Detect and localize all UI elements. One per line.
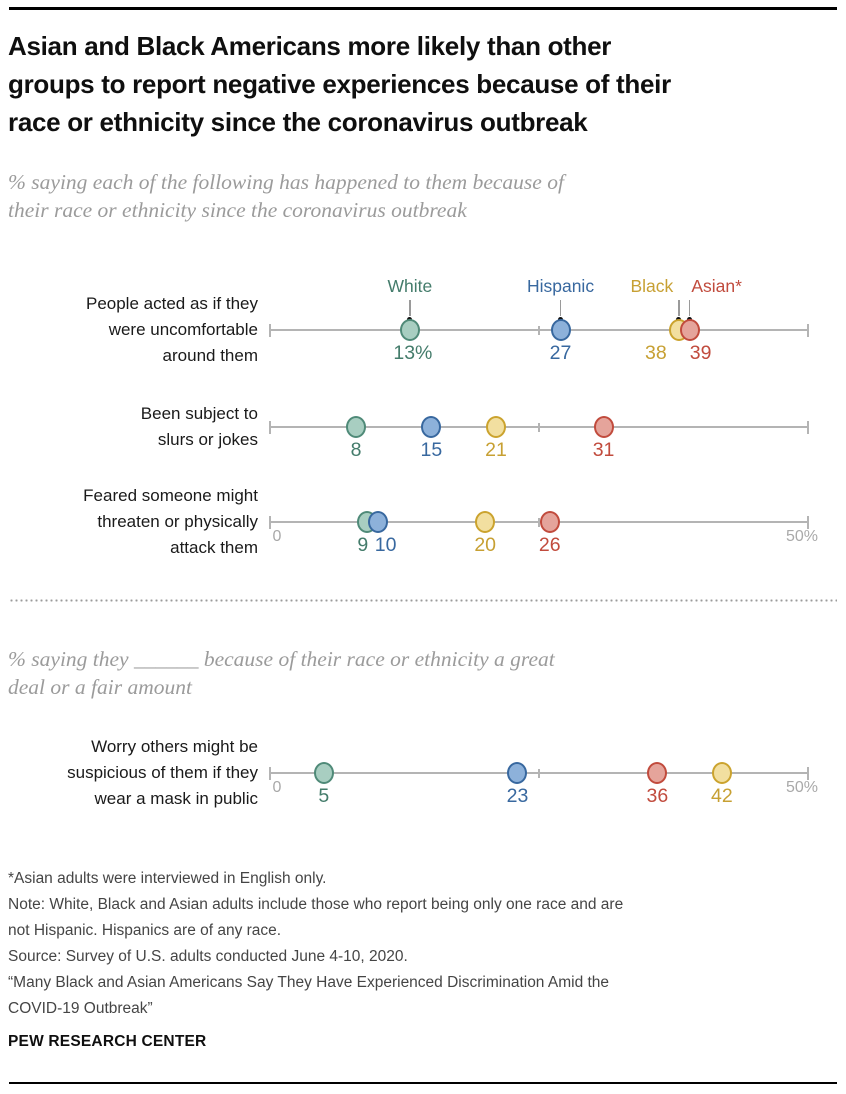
legend-leader-line [559,300,562,316]
axis-end-tick-right [807,323,809,337]
axis-end-tick-right [807,515,809,529]
row-label-line: Worry others might be [91,737,258,756]
axis-end-tick-left [269,766,271,780]
dot-white [313,762,334,784]
dot-black [475,511,496,533]
value-label-hispanic: 10 [374,534,397,556]
legend-leader-line [409,300,411,316]
legend-label-hispanic: Hispanic [526,276,595,296]
row-label: People acted as if they were uncomfortabl… [8,291,258,369]
dot-hispanic [421,416,442,438]
value-label-black: 21 [485,439,507,461]
axis-mid-tick [538,517,540,527]
axis-end-tick-left [269,323,271,337]
source-line: Source: Survey of U.S. adults conducted … [8,948,408,965]
subtitle-bottom-line-2: deal or a fair amount [8,675,192,699]
value-label-asian: 31 [592,439,615,461]
dot-white [399,319,420,341]
chart-subtitle-top: % saying each of the following has happe… [8,168,840,224]
legend-label-black: Black [630,276,674,296]
value-label-black: 38 [645,342,667,364]
report-title-line-1: “Many Black and Asian Americans Say They… [8,974,610,991]
value-label-white: 5 [318,785,330,807]
axis-min-label: 0 [272,779,282,796]
footnote-asterisk: *Asian adults were interviewed in Englis… [8,870,327,887]
dot-asian [647,762,668,784]
dotted-divider [9,599,837,602]
value-label-white: 9 [357,534,369,556]
axis-max-label: 50% [785,779,819,796]
bottom-rule [9,1082,837,1084]
legend-leader-line [678,300,680,316]
row-label: Feared someone might threaten or physical… [8,483,258,561]
subtitle-top-line-1: % saying each of the following has happe… [8,170,564,194]
row-label: Worry others might be suspicious of them … [8,734,258,812]
dot-asian [539,511,560,533]
top-rule [9,7,837,10]
note-line-1: Note: White, Black and Asian adults incl… [8,896,624,913]
legend-label-asian: Asian* [691,276,742,296]
footer-notes: *Asian adults were interviewed in Englis… [8,866,840,1022]
report-title-line-2: COVID-19 Outbreak” [8,1000,153,1017]
title-line-1: Asian and Black Americans more likely th… [8,31,612,61]
axis-mid-tick [538,325,540,335]
row-label-line: People acted as if they [85,294,258,313]
title-line-2: groups to report negative experiences be… [8,69,671,99]
row-label-line: suspicious of them if they [67,763,258,782]
axis-end-tick-left [269,515,271,529]
value-label-white: 13% [393,342,433,364]
row-label-line: were uncomfortable [108,320,258,339]
chart-subtitle-bottom: % saying they ______ because of their ra… [8,645,840,701]
row-label-line: slurs or jokes [157,430,258,449]
row-label-line: around them [162,346,258,365]
row-label-line: Been subject to [140,404,258,423]
row-label-line: wear a mask in public [94,789,258,808]
dot-black [711,762,732,784]
page-title: Asian and Black Americans more likely th… [8,27,840,141]
dot-black [485,416,506,438]
note-line-2: not Hispanic. Hispanics are of any race. [8,922,282,939]
row-label: Been subject to slurs or jokes [8,401,258,453]
value-label-black: 42 [711,785,733,807]
subtitle-bottom-line-1: % saying they ______ because of their ra… [8,647,555,671]
dot-asian [593,416,614,438]
value-label-hispanic: 27 [549,342,572,364]
row-label-line: attack them [170,538,258,557]
value-label-black: 20 [474,534,497,556]
dot-hispanic [550,319,571,341]
pew-research-center-brand: PEW RESEARCH CENTER [8,1033,207,1050]
dot-hispanic [367,511,388,533]
row-label-line: Feared someone might [83,486,258,505]
legend-leader-line [688,300,691,316]
axis-mid-tick [538,768,540,778]
value-label-hispanic: 23 [506,785,529,807]
axis-end-tick-left [269,420,271,434]
value-label-asian: 39 [689,342,712,364]
value-label-asian: 36 [646,785,669,807]
axis-mid-tick [538,422,540,432]
value-label-asian: 26 [538,534,561,556]
axis-min-label: 0 [272,528,282,545]
title-line-3: race or ethnicity since the coronavirus … [8,107,588,137]
dot-hispanic [507,762,528,784]
value-label-white: 8 [350,439,362,461]
subtitle-top-line-2: their race or ethnicity since the corona… [8,198,467,222]
dot-white [346,416,367,438]
axis-end-tick-right [807,420,809,434]
axis-end-tick-right [807,766,809,780]
row-label-line: threaten or physically [97,512,258,531]
dot-asian [679,319,700,341]
value-label-hispanic: 15 [420,439,443,461]
legend-label-white: White [387,276,433,296]
axis-max-label: 50% [785,528,819,545]
